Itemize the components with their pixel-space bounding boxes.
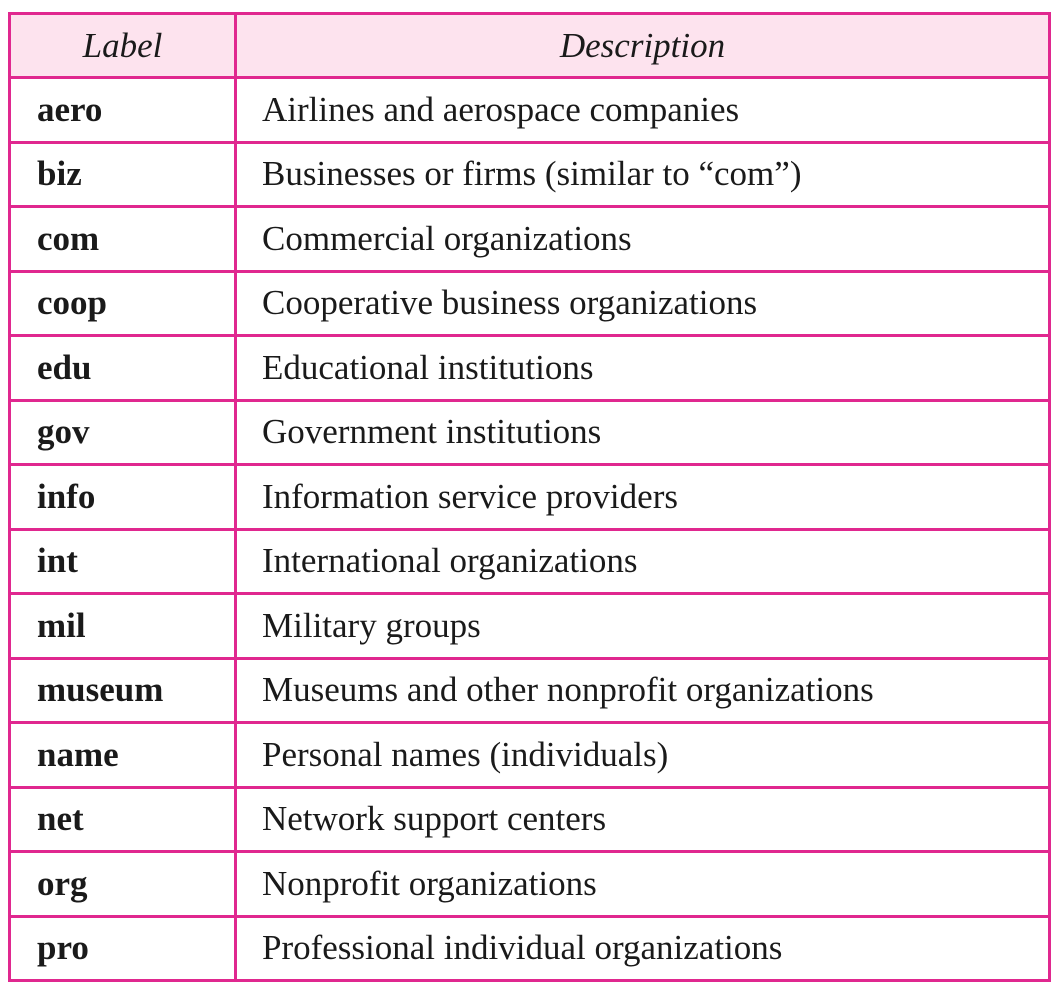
table-row: com Commercial organizations: [8, 205, 1051, 273]
table-row: aero Airlines and aerospace companies: [8, 76, 1051, 144]
row-label: pro: [8, 914, 237, 982]
table-row: museum Museums and other nonprofit organ…: [8, 656, 1051, 724]
row-label: name: [8, 721, 237, 789]
row-description: Government institutions: [234, 398, 1051, 466]
row-description: Nonprofit organizations: [234, 850, 1051, 918]
row-description: Airlines and aerospace companies: [234, 76, 1051, 144]
column-header-label: Label: [8, 12, 237, 79]
row-description: Museums and other nonprofit organization…: [234, 656, 1051, 724]
row-label: info: [8, 463, 237, 531]
column-header-description: Description: [234, 12, 1051, 79]
row-label: net: [8, 785, 237, 853]
table-row: net Network support centers: [8, 785, 1051, 853]
row-label: museum: [8, 656, 237, 724]
table-header: Label Description: [8, 12, 1051, 79]
table-row: int International organizations: [8, 527, 1051, 595]
row-label: mil: [8, 592, 237, 660]
row-label: com: [8, 205, 237, 273]
table-body: aero Airlines and aerospace companies bi…: [8, 76, 1051, 982]
row-description: Cooperative business organizations: [234, 269, 1051, 337]
domain-label-table: Label Description aero Airlines and aero…: [8, 12, 1051, 982]
row-description: Businesses or firms (similar to “com”): [234, 140, 1051, 208]
row-description: Commercial organizations: [234, 205, 1051, 273]
table-row: biz Businesses or firms (similar to “com…: [8, 140, 1051, 208]
table-row: name Personal names (individuals): [8, 721, 1051, 789]
row-label: coop: [8, 269, 237, 337]
row-label: org: [8, 850, 237, 918]
table-row: org Nonprofit organizations: [8, 850, 1051, 918]
row-label: gov: [8, 398, 237, 466]
table-row: edu Educational institutions: [8, 334, 1051, 402]
row-description: International organizations: [234, 527, 1051, 595]
row-label: aero: [8, 76, 237, 144]
table-header-row: Label Description: [8, 12, 1051, 79]
row-label: edu: [8, 334, 237, 402]
table-row: pro Professional individual organization…: [8, 914, 1051, 982]
row-description: Educational institutions: [234, 334, 1051, 402]
row-label: int: [8, 527, 237, 595]
table-row: mil Military groups: [8, 592, 1051, 660]
table-row: gov Government institutions: [8, 398, 1051, 466]
row-description: Personal names (individuals): [234, 721, 1051, 789]
row-description: Professional individual organizations: [234, 914, 1051, 982]
row-description: Military groups: [234, 592, 1051, 660]
table-row: info Information service providers: [8, 463, 1051, 531]
table-row: coop Cooperative business organizations: [8, 269, 1051, 337]
row-label: biz: [8, 140, 237, 208]
row-description: Information service providers: [234, 463, 1051, 531]
row-description: Network support centers: [234, 785, 1051, 853]
